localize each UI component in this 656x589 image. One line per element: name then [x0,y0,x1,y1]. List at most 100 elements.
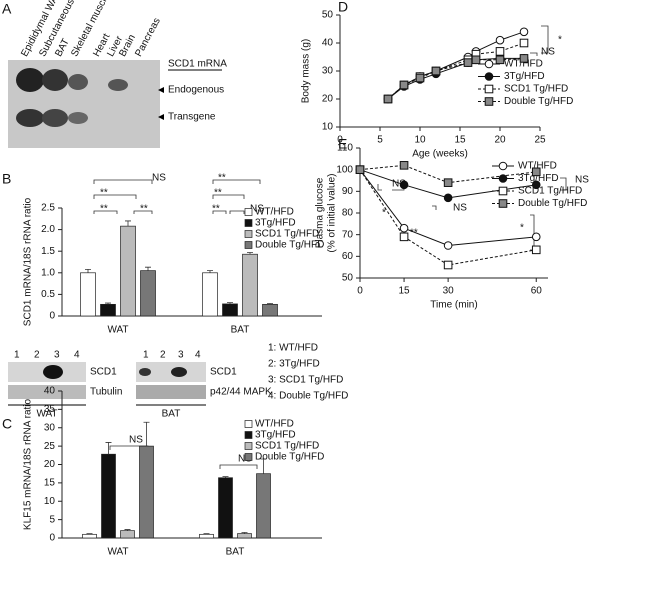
band [16,68,44,92]
blot-key: 4: Double Tg/HFD [268,391,348,402]
y-tick-label: 80 [342,208,354,219]
y-tick-label: 70 [342,229,354,240]
y-tick-label: 10 [322,122,334,133]
error-bar [85,268,91,273]
x-tick-label: 60 [531,286,543,297]
bracket [93,210,153,214]
point [399,180,409,190]
error-bar [145,266,151,271]
x-tick-label: 10 [414,135,426,146]
annotation: NS [129,435,143,446]
lane-label: 2 [160,350,166,361]
point [443,260,453,270]
x-tick-label: 25 [534,135,546,146]
line [359,164,537,184]
legend-label: 3Tg/HFD [255,430,296,441]
lane-label: 4 [195,350,201,361]
y-tick-label: 100 [336,164,353,175]
bar [120,225,136,317]
y-tick-label: 1.5 [41,246,55,257]
bracket [212,210,245,214]
error-bar [260,458,267,474]
point [519,38,529,48]
bar [82,533,97,539]
error-bar [105,302,111,305]
bar [202,272,218,317]
annotation: ** [100,204,108,215]
error-bar [124,529,131,531]
legend-marker [484,97,494,106]
y-tick-label: 5 [49,514,55,525]
band-label: Endogenous [168,85,224,96]
lane-label: 2 [34,350,40,361]
point [443,241,453,250]
y-axis-label: SCD1 mRNA/18S rRNA ratio [23,197,34,326]
lane-label: Pancreas [133,16,163,58]
bracket [93,194,137,199]
x-tick-label: 5 [377,135,383,146]
row-label: Tubulin [90,387,122,398]
annotation: NS [250,204,264,215]
y-tick-label: 2.0 [41,224,55,235]
band [16,109,44,127]
point [443,193,453,203]
point [531,167,541,177]
point [415,73,425,83]
error-bar [247,252,253,255]
lane-label: 1 [143,350,149,361]
error-bar [143,421,150,447]
y-tick-label: 50 [322,10,334,21]
bar [120,530,135,539]
y-tick-label: 30 [44,422,56,433]
bar [218,477,233,539]
annotation: * [520,223,524,234]
legend-marker [484,84,494,94]
bar [80,272,96,317]
legend-label: Double Tg/HFD [255,240,324,251]
y-tick-label: 1.0 [41,267,55,278]
x-tick-label: 0 [357,286,363,297]
y-tick-label: 0 [49,311,55,322]
point [519,27,529,37]
row-label: p42/44 MAPK [210,387,272,398]
bracket [212,194,245,199]
lane-label: 3 [54,350,60,361]
blot-title: SCD1 mRNA [168,59,227,70]
annotation: ** [100,188,108,199]
y-axis-label: Body mass (g) [301,39,312,103]
band [43,365,63,379]
band-label: Transgene [168,112,216,123]
bracket [530,52,538,56]
legend-swatch [244,420,253,428]
x-axis-label: Time (min) [430,300,477,311]
y-tick-label: 60 [342,251,354,262]
y-tick-label: 50 [342,273,354,284]
point [463,58,473,67]
bar [256,473,271,539]
band [42,109,68,127]
bracket [212,179,261,184]
panel-label: D [338,0,348,15]
annotation: * [558,35,562,46]
legend-label: SCD1 Tg/HFD [255,441,319,452]
bar [101,453,116,539]
annotation: NS [541,47,555,58]
band [42,69,68,91]
point [495,55,505,65]
band [108,79,128,91]
tissue-label: WAT [36,409,57,420]
annotation: ** [140,204,148,215]
legend-label: SCD1 Tg/HFD [518,186,582,197]
legend-swatch [244,431,253,439]
legend-swatch [244,208,253,216]
x-tick-label: WAT [107,325,128,336]
legend-label: 3Tg/HFD [504,71,545,82]
bracket [560,177,567,191]
tissue-label: BAT [162,409,181,420]
legend-swatch [244,230,253,238]
point [495,35,505,45]
x-tick-label: BAT [226,547,245,558]
y-tick-label: 0 [49,533,55,544]
bar [139,445,154,539]
error-bar [105,442,112,455]
